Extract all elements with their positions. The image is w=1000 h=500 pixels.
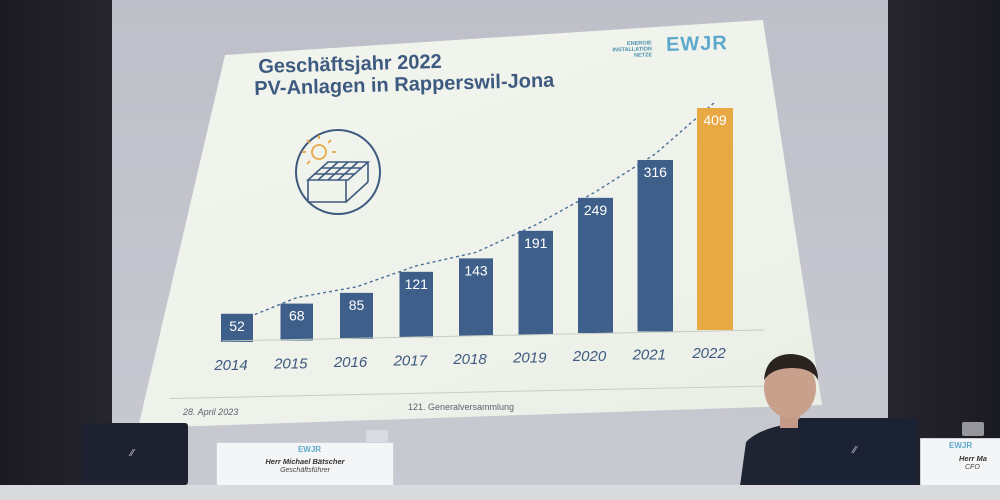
footer-date: 28. April 2023 [183, 407, 239, 417]
bar-2015 [280, 303, 313, 341]
bar-2021 [637, 159, 673, 332]
bar-2022 [697, 108, 733, 330]
nameplate-name: Herr Ma [959, 454, 987, 463]
bar-2020 [578, 197, 613, 333]
footer-event: 121. Generalversammlung [408, 402, 515, 412]
laptop-left: ⁄⁄ [82, 423, 188, 485]
conference-table [0, 485, 1000, 500]
tick-label-2020: 2020 [572, 348, 607, 365]
nameplate-role: CFO [965, 464, 980, 471]
bar-2018 [459, 258, 493, 336]
data-label-2017: 121 [405, 276, 429, 292]
nameplate-logo: EWJR [297, 445, 322, 454]
nameplate-name: Herr Michael Bätscher [265, 457, 345, 466]
data-label-2015: 68 [289, 308, 305, 324]
tick-label-2017: 2017 [393, 353, 428, 370]
laptop-brand-icon: ⁄⁄ [853, 445, 857, 457]
trend-line [226, 101, 716, 327]
tick-label-2018: 2018 [452, 351, 487, 368]
nameplate: EWJR Herr Ma CFO [920, 438, 1000, 486]
data-label-2022: 409 [703, 112, 727, 128]
tick-label-2016: 2016 [333, 354, 368, 371]
data-label-2014: 52 [229, 318, 245, 334]
data-label-2018: 143 [464, 262, 488, 278]
data-label-2016: 85 [349, 297, 365, 313]
nameplate-role: Geschäftsführer [280, 467, 330, 474]
laptop-right: ⁄⁄ [798, 418, 918, 486]
tick-label-2019: 2019 [512, 350, 547, 367]
water-glass [962, 422, 984, 436]
data-label-2020: 249 [584, 202, 608, 218]
laptop-brand-icon: ⁄⁄ [130, 447, 135, 459]
data-label-2019: 191 [524, 235, 548, 251]
bar-2019 [518, 230, 553, 335]
chart-baseline [221, 329, 765, 342]
tick-label-2022: 2022 [691, 345, 726, 362]
bar-2016 [340, 292, 373, 339]
bar-2014 [221, 313, 253, 342]
bar-2017 [399, 271, 433, 338]
tick-label-2021: 2021 [632, 347, 666, 364]
nameplate: EWJR Herr Michael Bätscher Geschäftsführ… [216, 442, 394, 486]
tick-label-2014: 2014 [213, 357, 247, 374]
water-glass [366, 430, 388, 444]
data-label-2021: 316 [644, 164, 668, 180]
tick-label-2015: 2015 [273, 356, 308, 373]
solar-panel-icon [295, 129, 381, 215]
nameplate-logo: EWJR [949, 441, 973, 450]
